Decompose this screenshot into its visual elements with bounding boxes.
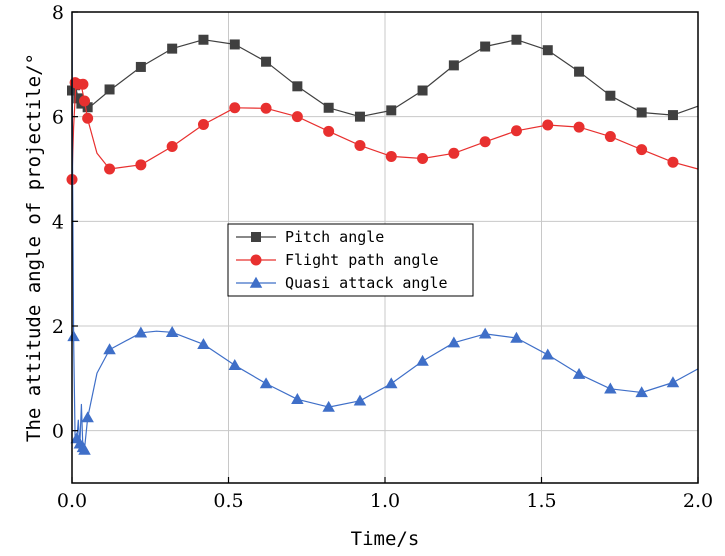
- y-tick-label: 2: [52, 316, 64, 338]
- x-tick-label: 0.5: [213, 490, 243, 512]
- data-point: [79, 95, 91, 107]
- data-point: [228, 359, 242, 370]
- data-point: [198, 34, 209, 45]
- data-point: [636, 144, 648, 156]
- data-point: [291, 393, 304, 404]
- data-point: [67, 330, 80, 342]
- series-square: [67, 34, 699, 122]
- y-axis: 0 2 4 6 8: [52, 2, 78, 443]
- data-point: [104, 163, 116, 175]
- data-point: [510, 125, 522, 137]
- series-triangle: [67, 11, 699, 455]
- x-tick-label: 1.5: [526, 490, 556, 512]
- data-point: [77, 78, 89, 90]
- data-point: [261, 56, 272, 67]
- data-point: [448, 60, 459, 71]
- data-point: [82, 102, 93, 113]
- x-tick-label: 1.0: [370, 490, 400, 512]
- y-axis-title: The attitude angle of projectile/°: [23, 53, 45, 442]
- data-point: [197, 119, 209, 131]
- data-point: [135, 61, 146, 72]
- data-point: [604, 382, 617, 394]
- data-point: [134, 326, 148, 338]
- y-tick-label: 8: [52, 2, 64, 24]
- data-point: [605, 90, 616, 101]
- data-point: [354, 139, 366, 151]
- data-point: [635, 386, 648, 398]
- data-point: [73, 93, 84, 104]
- data-point: [542, 45, 553, 56]
- data-point: [573, 121, 585, 133]
- data-point: [167, 43, 178, 54]
- data-point: [197, 338, 210, 350]
- legend-label: Pitch angle: [285, 228, 384, 246]
- x-axis: 0.0 0.5 1.0 1.5 2.0: [57, 477, 713, 512]
- data-point: [572, 367, 586, 379]
- data-point: [165, 326, 179, 337]
- data-point: [542, 119, 554, 131]
- legend-entry: Pitch angle: [236, 228, 384, 246]
- series-line: [71, 83, 699, 180]
- x-tick-label: 2.0: [683, 490, 713, 512]
- legend: Pitch angle Flight path angle Quasi attack…: [227, 223, 474, 297]
- data-point: [135, 159, 147, 171]
- data-point: [103, 343, 116, 355]
- data-point: [479, 136, 491, 148]
- data-point: [416, 354, 429, 366]
- data-point: [510, 331, 523, 343]
- legend-entry: Quasi attack angle: [236, 274, 448, 292]
- data-point: [417, 85, 428, 96]
- data-point: [478, 327, 492, 339]
- data-point: [291, 111, 303, 123]
- legend-marker: [249, 276, 263, 288]
- data-point: [229, 39, 240, 50]
- data-point: [81, 411, 94, 423]
- x-tick-label: 0.0: [57, 490, 87, 512]
- data-point: [259, 377, 273, 389]
- data-point: [385, 150, 397, 162]
- data-point: [604, 131, 616, 143]
- data-point: [574, 66, 585, 77]
- data-point: [82, 112, 94, 124]
- data-point: [386, 105, 397, 116]
- data-point: [511, 34, 522, 45]
- legend-entry: Flight path angle: [236, 251, 439, 269]
- data-point: [666, 376, 680, 388]
- legend-marker: [250, 254, 262, 266]
- y-tick-label: 6: [52, 107, 64, 129]
- data-point: [353, 394, 367, 406]
- data-point: [323, 125, 335, 137]
- data-point: [323, 102, 334, 113]
- data-point: [78, 443, 91, 455]
- data-point: [447, 336, 461, 348]
- data-point: [541, 348, 555, 360]
- data-point: [229, 102, 241, 114]
- data-point: [260, 102, 272, 114]
- data-point: [104, 84, 115, 95]
- legend-marker: [251, 232, 261, 242]
- series-circle: [66, 77, 699, 185]
- data-point: [166, 140, 178, 152]
- data-point: [354, 111, 365, 122]
- data-point: [385, 377, 398, 389]
- y-tick-label: 4: [52, 211, 64, 233]
- data-point: [667, 110, 678, 121]
- data-point: [448, 147, 460, 159]
- data-point: [292, 81, 303, 92]
- data-point: [417, 153, 429, 165]
- y-tick-label: 0: [52, 421, 64, 443]
- data-point: [480, 41, 491, 52]
- data-point: [667, 156, 679, 168]
- legend-label: Quasi attack angle: [285, 274, 448, 292]
- legend-label: Flight path angle: [285, 251, 439, 269]
- x-axis-title: Time/s: [351, 528, 420, 550]
- data-point: [322, 400, 335, 412]
- data-point: [636, 107, 647, 118]
